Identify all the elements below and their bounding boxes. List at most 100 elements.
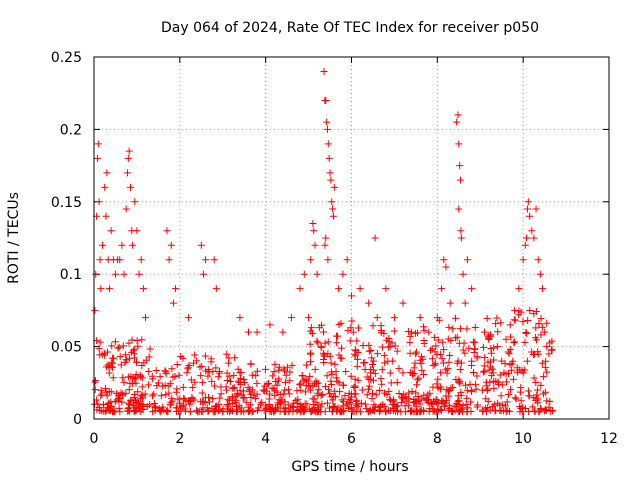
data-point: [279, 328, 287, 336]
data-point: [354, 324, 362, 332]
data-point: [96, 256, 104, 264]
data-point: [517, 397, 525, 405]
data-point: [490, 356, 498, 364]
data-point: [248, 371, 256, 379]
data-point: [235, 378, 243, 386]
data-point: [184, 314, 192, 322]
x-tick-label: 6: [347, 431, 356, 447]
data-point: [280, 408, 288, 416]
data-point: [412, 348, 420, 356]
data-point: [446, 352, 454, 360]
data-point: [511, 306, 519, 314]
data-point: [532, 324, 540, 332]
data-point: [545, 403, 553, 411]
data-point: [428, 400, 436, 408]
data-point: [350, 383, 358, 391]
data-point: [452, 376, 460, 384]
data-point: [438, 397, 446, 405]
data-point: [415, 374, 423, 382]
data-point: [314, 386, 322, 394]
data-point: [497, 392, 505, 400]
data-point: [538, 323, 546, 331]
data-point: [324, 386, 332, 394]
data-point: [498, 401, 506, 409]
data-point: [528, 227, 536, 235]
data-point: [186, 400, 194, 408]
data-point: [281, 378, 289, 386]
data-point: [296, 380, 304, 388]
data-point: [165, 389, 173, 397]
data-point: [306, 372, 314, 380]
data-point: [395, 365, 403, 373]
data-point: [411, 359, 419, 367]
data-point: [342, 367, 350, 375]
data-point: [108, 342, 116, 350]
data-point: [461, 299, 469, 307]
data-point: [393, 347, 401, 355]
data-point: [537, 381, 545, 389]
data-point: [379, 401, 387, 409]
data-point: [358, 386, 366, 394]
data-point: [434, 336, 442, 344]
data-point: [320, 351, 328, 359]
data-point: [489, 369, 497, 377]
data-point: [347, 372, 355, 380]
data-point: [326, 404, 334, 412]
data-point: [322, 234, 330, 242]
data-point: [486, 358, 494, 366]
data-point: [405, 389, 413, 397]
data-point: [510, 339, 518, 347]
data-point: [536, 270, 544, 278]
data-point: [298, 372, 306, 380]
data-point: [197, 241, 205, 249]
data-point: [91, 378, 99, 386]
data-point: [457, 176, 465, 184]
data-point: [273, 381, 281, 389]
data-point: [223, 350, 231, 358]
data-point: [286, 404, 294, 412]
data-point: [462, 400, 470, 408]
data-point: [505, 390, 513, 398]
data-point: [258, 399, 266, 407]
data-point: [456, 162, 464, 170]
data-point: [205, 368, 213, 376]
data-point: [273, 404, 281, 412]
data-point: [387, 379, 395, 387]
data-point: [541, 388, 549, 396]
data-point: [329, 396, 337, 404]
data-point: [485, 335, 493, 343]
data-point: [434, 400, 442, 408]
data-point: [506, 321, 514, 329]
data-point: [232, 392, 240, 400]
data-point: [530, 234, 538, 242]
data-point: [92, 377, 100, 385]
data-point: [188, 394, 196, 402]
data-point: [212, 403, 220, 411]
data-point: [548, 346, 556, 354]
data-point: [509, 375, 517, 383]
data-point: [138, 383, 146, 391]
data-point: [154, 379, 162, 387]
data-point: [205, 398, 213, 406]
data-point: [393, 378, 401, 386]
data-point: [378, 380, 386, 388]
data-point: [365, 347, 373, 355]
data-point: [456, 379, 464, 387]
data-point: [150, 390, 158, 398]
data-point: [369, 357, 377, 365]
data-point: [365, 299, 373, 307]
data-point: [265, 395, 273, 403]
data-point: [332, 368, 340, 376]
data-point: [438, 285, 446, 293]
data-point: [417, 406, 425, 414]
data-point: [530, 310, 538, 318]
data-point: [521, 241, 529, 249]
data-point: [471, 323, 479, 331]
data-point: [490, 384, 498, 392]
data-point: [470, 338, 478, 346]
data-point: [197, 372, 205, 380]
data-point: [445, 358, 453, 366]
data-point: [490, 377, 498, 385]
data-point: [318, 391, 326, 399]
data-point: [381, 359, 389, 367]
